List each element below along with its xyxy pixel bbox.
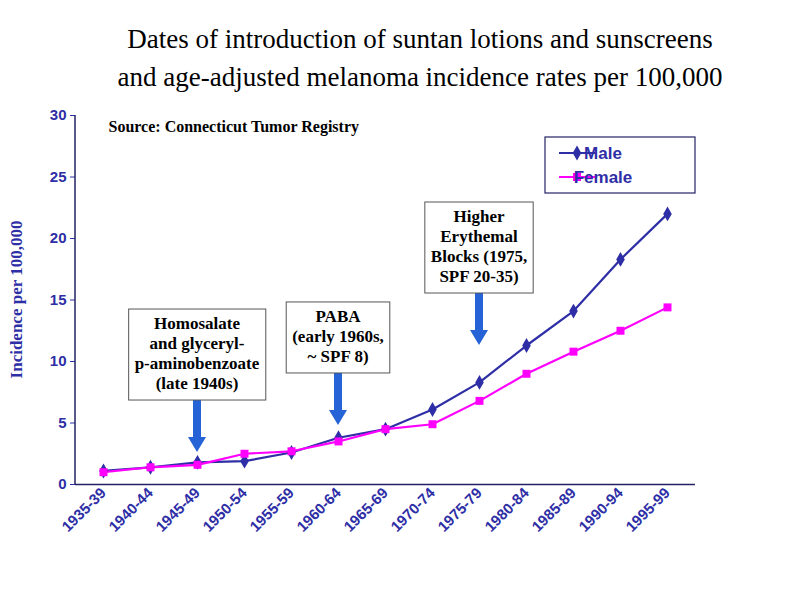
svg-text:10: 10 xyxy=(50,352,67,369)
svg-text:Homosalateand glyceryl-p-amino: Homosalateand glyceryl-p-aminobenzoate(l… xyxy=(135,314,260,393)
svg-text:1985-89: 1985-89 xyxy=(528,484,579,535)
svg-text:1980-84: 1980-84 xyxy=(481,484,532,535)
svg-text:1955-59: 1955-59 xyxy=(246,484,297,535)
svg-text:HigherErythemalBlocks (1975,SP: HigherErythemalBlocks (1975,SPF 20-35) xyxy=(431,207,527,286)
html-text:Dates of introduction of sunta: Dates of introduction of suntan lotions … xyxy=(127,24,713,54)
svg-text:1950-54: 1950-54 xyxy=(199,484,250,535)
svg-text:1975-79: 1975-79 xyxy=(434,484,485,535)
html-text:and age-adjusted melanoma inci: and age-adjusted melanoma incidence rate… xyxy=(117,62,723,92)
svg-text:Male: Male xyxy=(584,144,622,163)
svg-text:15: 15 xyxy=(50,291,67,308)
svg-text:Female: Female xyxy=(574,168,633,187)
svg-text:1940-44: 1940-44 xyxy=(105,484,156,535)
svg-text:1965-69: 1965-69 xyxy=(340,484,391,535)
svg-text:Incidence per 100,000: Incidence per 100,000 xyxy=(7,221,26,379)
svg-text:Source: Connecticut Tumor Regi: Source: Connecticut Tumor Registry xyxy=(109,118,360,136)
svg-text:1935-39: 1935-39 xyxy=(58,484,109,535)
svg-text:PABA(early 1960s,~ SPF 8): PABA(early 1960s,~ SPF 8) xyxy=(292,307,384,366)
svg-text:30: 30 xyxy=(50,106,67,123)
svg-text:0: 0 xyxy=(58,475,66,492)
svg-text:1995-99: 1995-99 xyxy=(622,484,673,535)
svg-text:1960-64: 1960-64 xyxy=(293,484,344,535)
svg-text:20: 20 xyxy=(50,229,67,246)
svg-text:25: 25 xyxy=(50,168,67,185)
svg-text:1945-49: 1945-49 xyxy=(152,484,203,535)
svg-text:5: 5 xyxy=(58,414,66,431)
svg-text:1990-94: 1990-94 xyxy=(575,484,626,535)
svg-text:1970-74: 1970-74 xyxy=(387,484,438,535)
